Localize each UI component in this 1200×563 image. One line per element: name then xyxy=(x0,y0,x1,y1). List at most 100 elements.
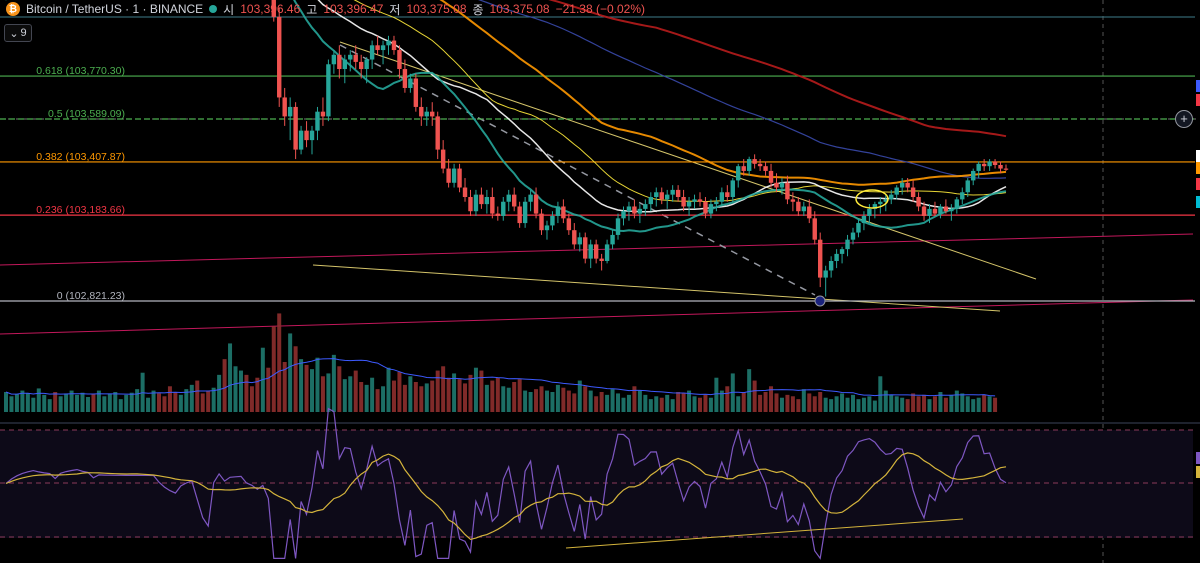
candle xyxy=(419,97,424,126)
volume-bar xyxy=(648,399,653,412)
volume-bar xyxy=(943,397,948,412)
candle xyxy=(648,192,654,212)
candle xyxy=(801,201,807,216)
candle xyxy=(916,192,921,212)
candle-body xyxy=(550,215,555,226)
base-channel-line xyxy=(0,299,1194,335)
candle-body xyxy=(861,215,867,224)
volume-bar xyxy=(397,372,402,412)
candle-body xyxy=(719,192,725,202)
candle xyxy=(593,239,599,264)
candle xyxy=(572,223,577,250)
volume-bar xyxy=(36,388,41,412)
candle xyxy=(577,232,582,252)
candle-body xyxy=(430,111,435,117)
volume-bar xyxy=(725,386,730,412)
volume-bar xyxy=(310,369,315,412)
candle-body xyxy=(495,213,501,216)
volume-bar xyxy=(326,373,331,412)
volume-bar xyxy=(211,387,216,412)
candle xyxy=(894,185,899,200)
candle xyxy=(714,197,719,212)
candle xyxy=(998,161,1003,174)
volume-bar xyxy=(856,399,861,412)
candle-body xyxy=(566,218,572,231)
volume-bar xyxy=(58,396,63,412)
candle xyxy=(555,201,561,224)
candle xyxy=(364,57,369,84)
candle-body xyxy=(965,180,970,193)
candle xyxy=(304,121,309,148)
volume-bar xyxy=(266,367,271,412)
candle-body xyxy=(752,159,757,164)
candle-body xyxy=(823,270,828,278)
volume-bar xyxy=(490,380,495,412)
candle-body xyxy=(435,116,440,150)
high-value: 103,396.47 xyxy=(323,2,384,16)
volume-bar xyxy=(206,390,211,412)
candle xyxy=(834,249,839,269)
scale-tag-orange xyxy=(1196,162,1200,174)
candle-body xyxy=(665,194,670,200)
candle xyxy=(408,73,413,93)
candle-body xyxy=(643,204,648,209)
chevron-down-icon: ⌄ xyxy=(9,27,19,40)
volume-bar xyxy=(632,386,637,412)
candle-body xyxy=(583,237,588,259)
volume-bar xyxy=(752,380,757,412)
candle-body xyxy=(889,194,894,200)
volume-bar xyxy=(129,392,134,412)
volume-bar xyxy=(173,392,178,412)
candle xyxy=(910,180,916,202)
candle xyxy=(435,111,440,160)
indicators-collapse-button[interactable]: ⌄ 9 xyxy=(4,24,32,42)
candle xyxy=(681,189,686,212)
candle xyxy=(320,97,326,126)
volume-bar xyxy=(561,387,566,412)
candle xyxy=(446,159,451,188)
volume-bar xyxy=(217,374,222,412)
volume-bar xyxy=(96,390,101,412)
volume-bar xyxy=(911,393,916,412)
volume-bar xyxy=(993,397,998,412)
candle xyxy=(774,173,779,193)
volume-bar xyxy=(293,346,298,412)
candle xyxy=(511,187,517,212)
volume-bar xyxy=(834,396,839,412)
volume-bar xyxy=(708,397,713,412)
rsi-line xyxy=(5,407,1007,560)
candle xyxy=(763,161,768,176)
volume-bar xyxy=(807,393,812,412)
candle-body xyxy=(675,189,681,198)
candle xyxy=(878,197,883,214)
candle xyxy=(561,199,566,224)
candle xyxy=(277,7,282,107)
candle-body xyxy=(593,244,599,259)
symbol-title[interactable]: Bitcoin / TetherUS · 1 · BINANCE xyxy=(26,2,204,16)
volume-bar xyxy=(200,393,205,412)
volume-bar xyxy=(736,396,741,412)
candle-body xyxy=(588,244,593,259)
candle xyxy=(949,204,954,221)
candle-body xyxy=(648,197,654,205)
candle-body xyxy=(326,64,331,117)
candle-body xyxy=(921,206,927,216)
volume-bar xyxy=(971,399,976,412)
volume-bar xyxy=(659,397,664,412)
volume-bar xyxy=(654,396,659,412)
fib-label-0: 0 (102,821.23) xyxy=(57,290,125,302)
candle-body xyxy=(337,54,342,70)
add-price-level-button[interactable]: + xyxy=(1175,110,1193,128)
volume-bar xyxy=(408,376,413,412)
volume-bar xyxy=(249,386,254,412)
volume-bar xyxy=(883,390,888,412)
candle-body xyxy=(528,194,533,202)
candle-body xyxy=(681,197,686,207)
volume-bar xyxy=(468,374,473,412)
candle xyxy=(528,189,533,212)
volume-bar xyxy=(872,400,877,412)
candle xyxy=(484,189,490,214)
volume-bar xyxy=(932,396,937,412)
candle xyxy=(342,54,347,84)
